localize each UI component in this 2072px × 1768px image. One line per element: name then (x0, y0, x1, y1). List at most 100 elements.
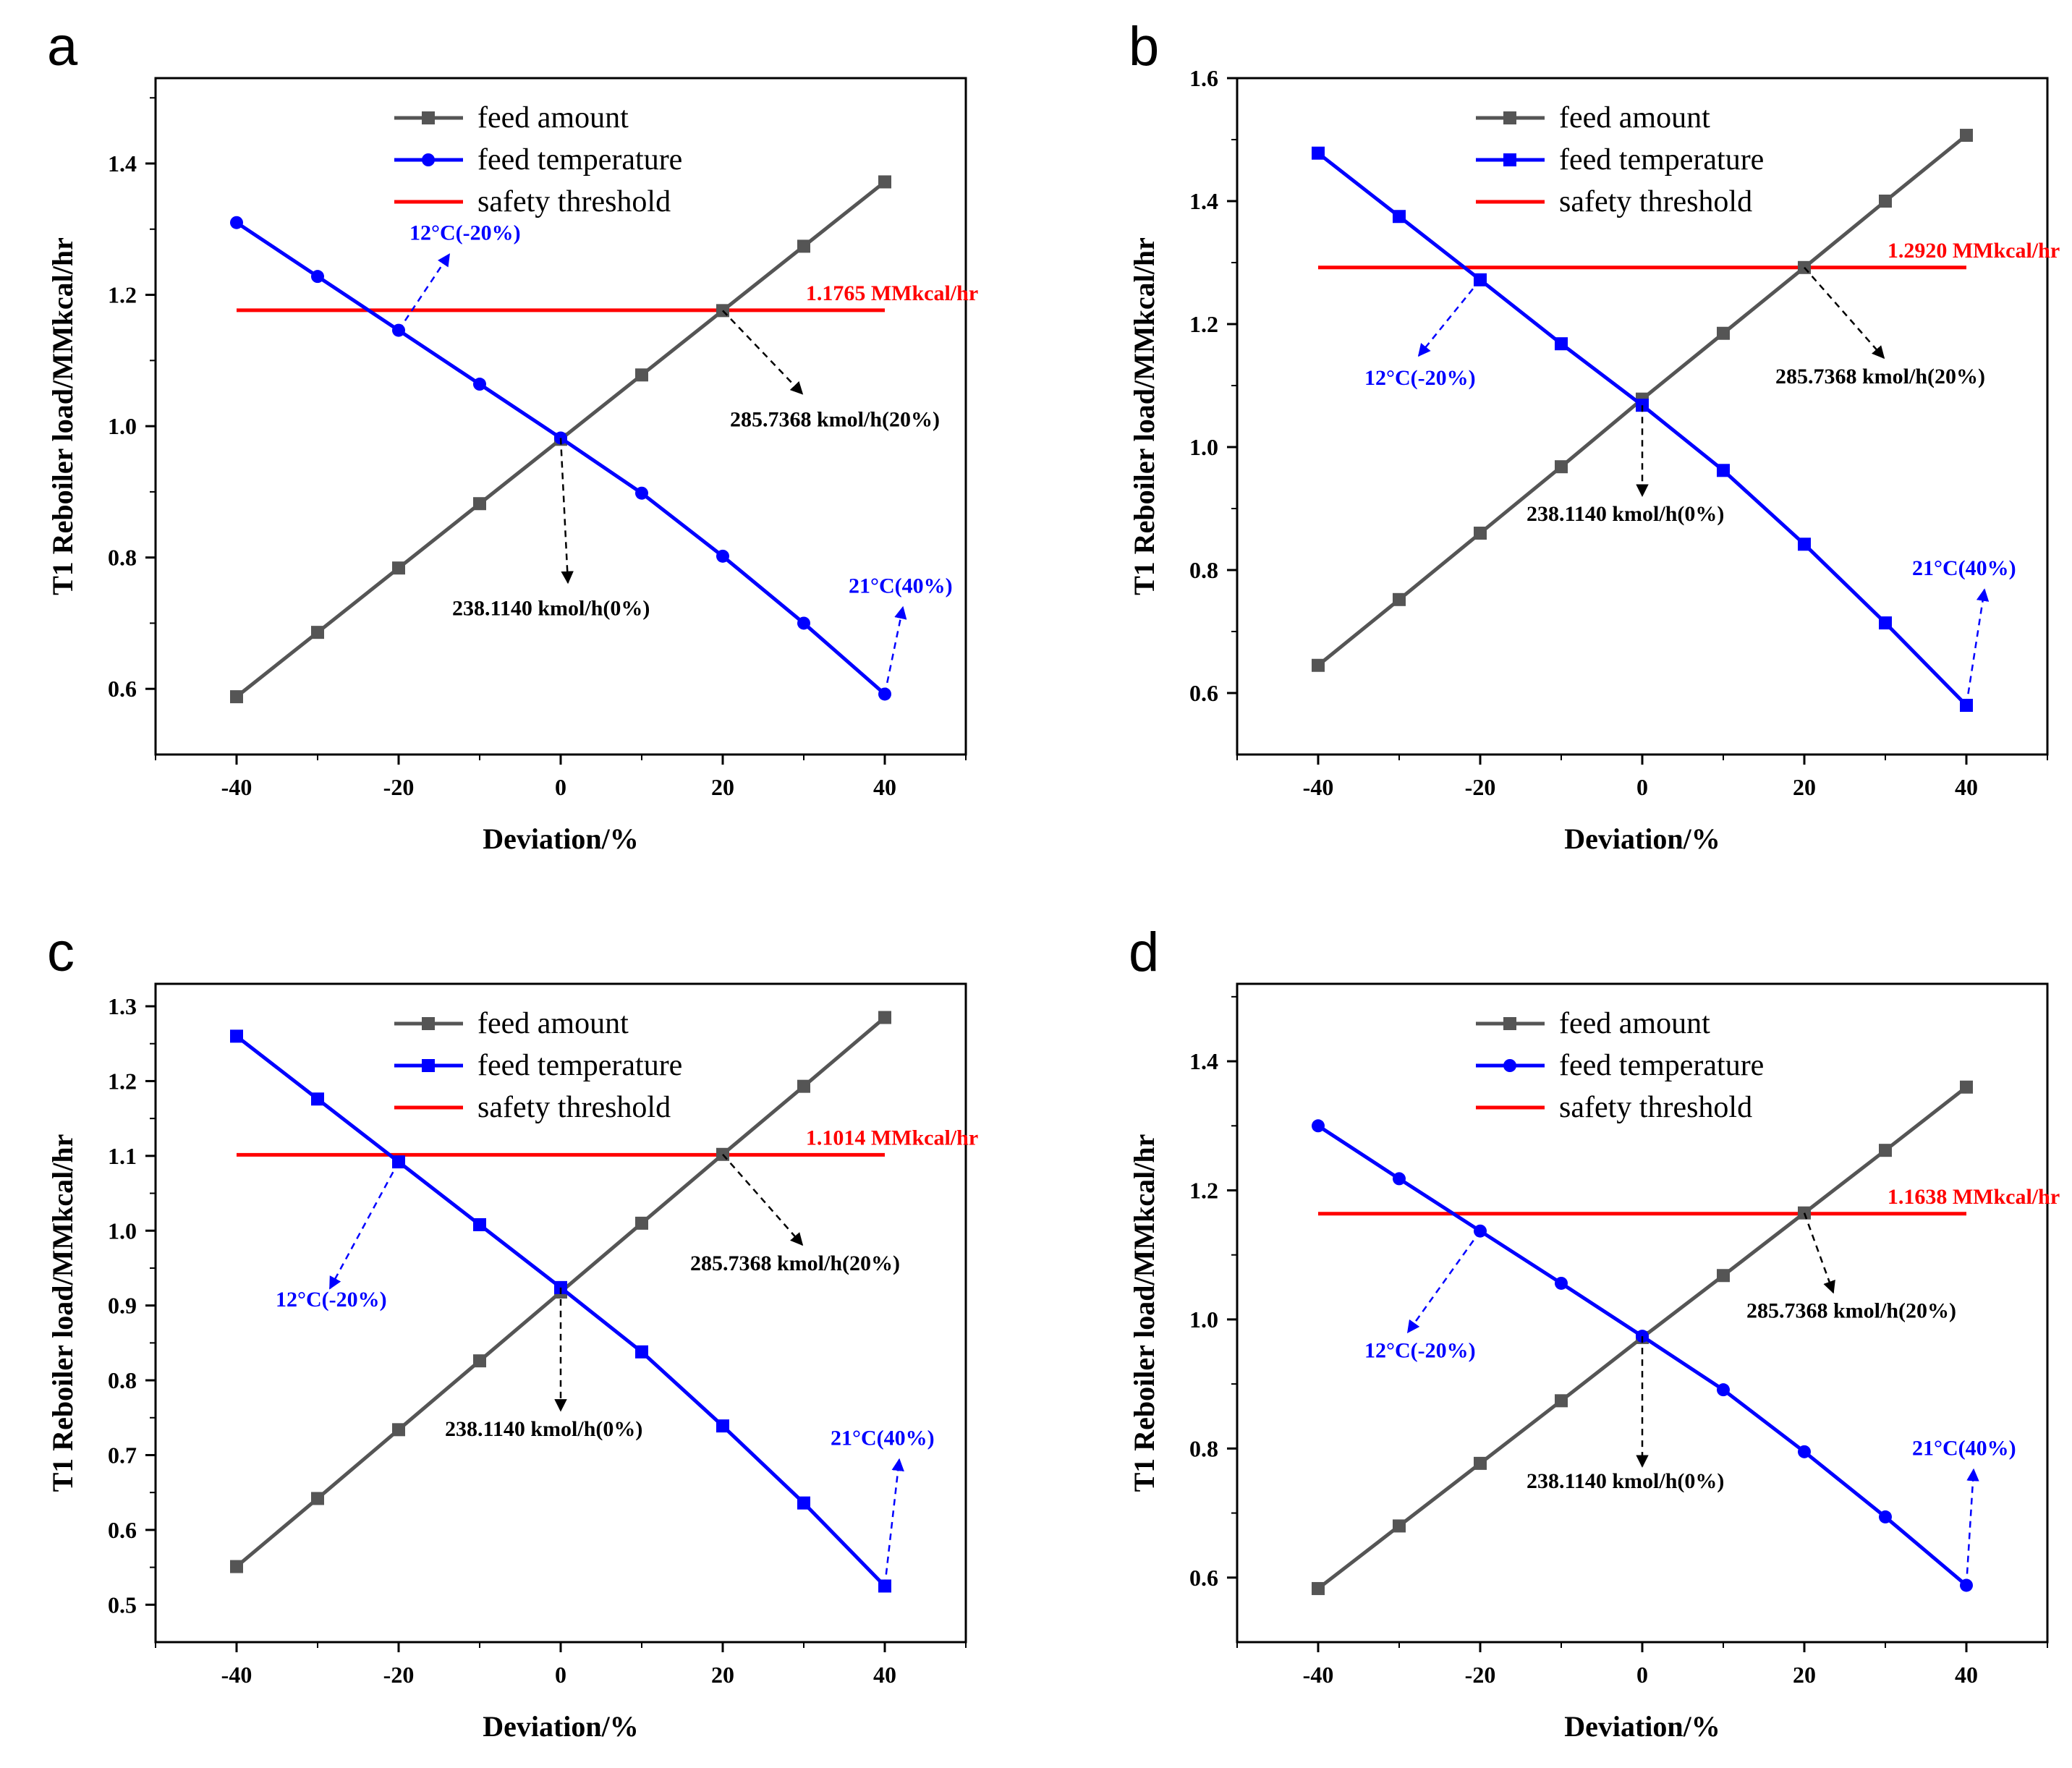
y-tick-label: 0.6 (108, 676, 137, 702)
legend-label: feed temperature (477, 1049, 682, 1082)
legend-label: feed amount (477, 1007, 629, 1040)
x-tick-label: -40 (1303, 1662, 1334, 1688)
y-tick-label: 0.8 (108, 545, 137, 571)
annotation-arrow (397, 253, 451, 331)
legend: feed amount feed temperature safety thresh… (394, 101, 682, 218)
annotation-label: 12°C(-20%) (1364, 1339, 1476, 1363)
data-point (311, 626, 324, 639)
annotation-label: 12°C(-20%) (1364, 366, 1476, 390)
data-point (1555, 460, 1568, 474)
annotation-label: 238.1140 kmol/h(0%) (1527, 1469, 1724, 1493)
data-point (473, 497, 486, 511)
data-point (797, 239, 810, 253)
annotation-label: 12°C(-20%) (409, 221, 521, 245)
data-point (1960, 129, 1973, 143)
y-tick-label: 1.0 (108, 1217, 137, 1244)
data-point (1717, 326, 1730, 340)
x-tick-label: -40 (221, 774, 252, 800)
x-tick-label: 0 (555, 774, 566, 800)
x-tick-label: 40 (1955, 774, 1978, 800)
y-tick-label: 1.4 (1189, 188, 1218, 214)
data-point (1393, 1519, 1406, 1533)
panel-letter: c (47, 922, 75, 983)
x-tick-label: -40 (221, 1662, 252, 1688)
panel-letter: b (1129, 16, 1159, 77)
annotation-label: 285.7368 kmol/h(20%) (1775, 365, 1985, 388)
data-point (311, 270, 324, 284)
y-axis-label: T1 Reboiler load/MMkcal/hr (1128, 237, 1160, 595)
legend-label: safety threshold (1559, 1091, 1752, 1124)
annotation-label: 285.7368 kmol/h(20%) (1746, 1299, 1956, 1323)
legend-marker (1503, 153, 1516, 166)
annotation-arrow (1965, 588, 1990, 706)
threshold-label: 1.1014 MMkcal/hr (806, 1126, 978, 1149)
x-tick-label: 40 (1955, 1662, 1978, 1688)
x-tick-label: 20 (1793, 1662, 1816, 1688)
legend-marker (422, 111, 435, 124)
x-tick-label: 20 (711, 1662, 734, 1688)
data-point (473, 1354, 486, 1368)
threshold-label: 1.1765 MMkcal/hr (806, 281, 978, 305)
data-point (1312, 146, 1325, 160)
annotation-arrow (883, 1458, 904, 1586)
x-tick-label: -20 (1465, 1662, 1496, 1688)
legend-label: feed amount (1559, 1007, 1710, 1040)
annotation-label: 21°C(40%) (849, 574, 953, 598)
data-point (635, 1345, 648, 1359)
threshold-label: 1.2920 MMkcal/hr (1888, 239, 2060, 263)
data-point (1879, 616, 1892, 630)
legend: feed amount feed temperature safety thresh… (1476, 1007, 1764, 1124)
data-point (878, 175, 891, 189)
chart-panel-c: c -40 -20 0 20 40 0.5 0.6 0.7 0.8 0.9 1.0 1.1 1.2 1.3 D… (46, 922, 978, 1743)
x-tick-label: -40 (1303, 774, 1334, 800)
annotation-label: 21°C(40%) (1912, 1436, 2016, 1460)
legend-marker (422, 1059, 435, 1072)
legend-label: safety threshold (1559, 185, 1752, 218)
data-point (230, 216, 243, 229)
y-axis-label: T1 Reboiler load/MMkcal/hr (46, 237, 79, 595)
data-point (1312, 1119, 1325, 1133)
y-tick-label: 0.8 (108, 1367, 137, 1393)
annotation-label: 285.7368 kmol/h(20%) (690, 1251, 900, 1275)
data-point (1555, 1276, 1568, 1290)
y-tick-label: 0.6 (1189, 1565, 1218, 1591)
x-tick-label: -20 (1465, 774, 1496, 800)
x-axis-label: Deviation/% (483, 1710, 639, 1743)
data-point (230, 690, 243, 704)
data-point (311, 1492, 324, 1505)
annotation-label: 238.1140 kmol/h(0%) (1527, 502, 1724, 526)
x-tick-label: 0 (1636, 774, 1648, 800)
x-tick-label: 0 (555, 1662, 566, 1688)
y-tick-label: 1.2 (108, 1068, 137, 1094)
data-point (230, 1029, 243, 1043)
data-point (1717, 464, 1730, 477)
annotation-arrow (722, 1153, 804, 1246)
y-tick-label: 1.2 (108, 282, 137, 308)
data-point (1798, 537, 1811, 551)
x-axis-label: Deviation/% (483, 823, 639, 855)
data-point (797, 1079, 810, 1093)
legend-marker (422, 1017, 435, 1030)
y-tick-label: 1.2 (1189, 311, 1218, 337)
legend-marker (1503, 111, 1516, 124)
y-tick-label: 0.7 (108, 1442, 137, 1468)
data-point (635, 486, 648, 500)
y-tick-label: 0.8 (1189, 557, 1218, 583)
data-point (797, 1496, 810, 1510)
y-tick-label: 1.1 (108, 1143, 137, 1169)
y-tick-label: 0.9 (108, 1293, 137, 1319)
panel-letter: a (47, 16, 78, 77)
data-point (1474, 1456, 1487, 1470)
y-tick-label: 1.0 (108, 413, 137, 439)
threshold-label: 1.1638 MMkcal/hr (1888, 1185, 2060, 1209)
legend: feed amount feed temperature safety thresh… (1476, 101, 1764, 218)
data-point (635, 1216, 648, 1230)
annotation-arrow (328, 1161, 400, 1290)
data-point (473, 378, 486, 391)
data-point (1312, 1581, 1325, 1595)
series-line-feed-temperature (235, 221, 886, 696)
annotation-arrow (1804, 266, 1885, 360)
data-point (392, 1423, 405, 1437)
legend-label: feed amount (1559, 101, 1710, 135)
